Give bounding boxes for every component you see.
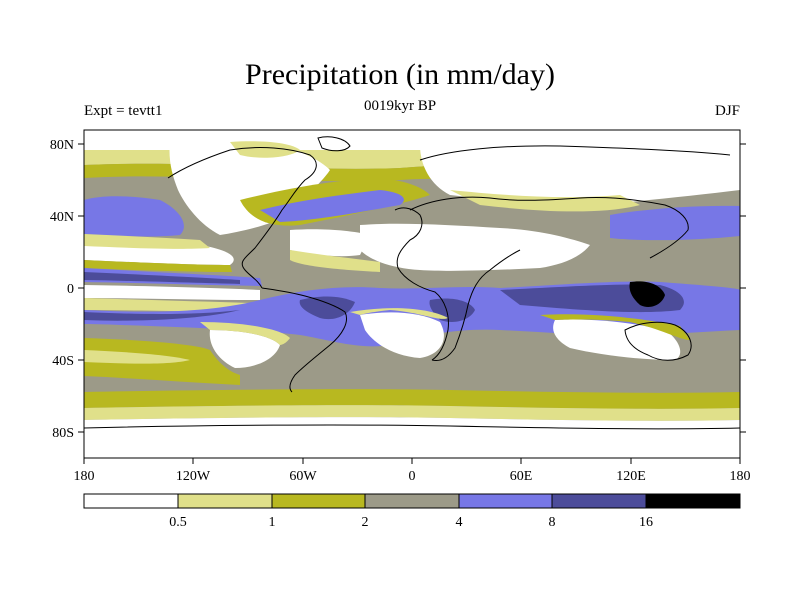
map-title: Precipitation (in mm/day) [245, 58, 555, 91]
antarctica-coastline [84, 424, 740, 430]
colorbar-label-8: 8 [549, 515, 556, 530]
map-subtitle: 0019kyr BP [363, 98, 437, 114]
north-atlantic-subtropical-dry [290, 229, 370, 257]
north-pacific-subtropical-pale [84, 234, 210, 249]
colorbar-dividers [177, 494, 647, 508]
greenland-coastline [317, 136, 351, 152]
experiment-label: Expt = tevtt1 [84, 103, 163, 119]
colorbar-bin-4 [365, 494, 459, 508]
southern-ocean-pale [84, 405, 740, 421]
north-america-coastline [167, 147, 317, 289]
southern-ocean-olive [84, 389, 740, 409]
africa-east-coastline [431, 249, 521, 361]
amazon-dark [299, 296, 355, 320]
colorbar-label-1: 1 [269, 515, 276, 530]
indian-ocean-australia-dry [553, 319, 681, 360]
pacific-itcz-dark [84, 272, 240, 284]
colorbar-frame [83, 493, 741, 509]
coastlines [84, 136, 740, 430]
equatorial-pacific-dry [84, 285, 260, 300]
lon-label-120e: 120E [616, 469, 646, 484]
canada-pale [230, 141, 300, 158]
maritime-continent-max [629, 281, 665, 307]
antarctica-dry [84, 417, 740, 458]
spcz-west-dark [84, 310, 240, 321]
eurasia-south-coastline [409, 196, 689, 259]
north-pacific-subtropical-olive [84, 260, 232, 272]
colorbar-bin-2 [178, 494, 272, 508]
lat-label-80n: 80N [50, 138, 74, 153]
north-pacific-east-storm-track [610, 205, 740, 241]
north-atlantic-storm-track [260, 190, 404, 222]
indian-ocean-olive [540, 314, 690, 340]
colorbar-bin-1 [84, 494, 178, 508]
colorbar-bin-7 [646, 494, 740, 508]
colorbar-label-16: 16 [639, 515, 653, 530]
colorbar-bin-5 [459, 494, 552, 508]
australia-coastline [624, 321, 692, 361]
colorbar-label-0-5: 0.5 [169, 515, 187, 530]
south-pacific-pale [84, 350, 190, 364]
south-atlantic-dry [360, 312, 444, 358]
southeast-pacific-dry [209, 330, 280, 368]
colorbar-label-2: 2 [362, 515, 369, 530]
lat-label-80s: 80S [52, 426, 74, 441]
sahara-arabia-dry [360, 223, 590, 271]
colorbar-label-4: 4 [456, 515, 463, 530]
lon-label-60w: 60W [289, 469, 317, 484]
lon-label-60e: 60E [510, 469, 533, 484]
lat-ticks [78, 143, 746, 433]
south-america-coastline [261, 287, 347, 393]
lat-label-40s: 40S [52, 354, 74, 369]
precipitation-map [84, 130, 740, 458]
season-label: DJF [714, 103, 740, 119]
colorbar-bin-3 [272, 494, 365, 508]
southeast-pacific-pale [200, 322, 290, 345]
colorbar-bin-6 [552, 494, 646, 508]
lon-label-180-east: 180 [730, 469, 751, 484]
eurasia-dry [420, 140, 740, 207]
lon-label-180-west: 180 [74, 469, 95, 484]
lon-label-0: 0 [409, 469, 416, 484]
south-atlantic-pale [350, 308, 448, 319]
eurasia-north-coastline [419, 145, 731, 161]
eurasia-pale [450, 190, 640, 212]
north-atlantic-subtropical-pale [290, 250, 380, 272]
africa-west-coastline [394, 207, 449, 361]
north-pacific-west-storm-track [84, 196, 184, 237]
colorbar: 0.5 1 2 4 8 16 [83, 493, 741, 530]
lat-label-equator: 0 [67, 282, 74, 297]
lon-label-120w: 120W [176, 469, 211, 484]
lon-ticks [83, 458, 741, 464]
lat-label-40n: 40N [50, 210, 74, 225]
